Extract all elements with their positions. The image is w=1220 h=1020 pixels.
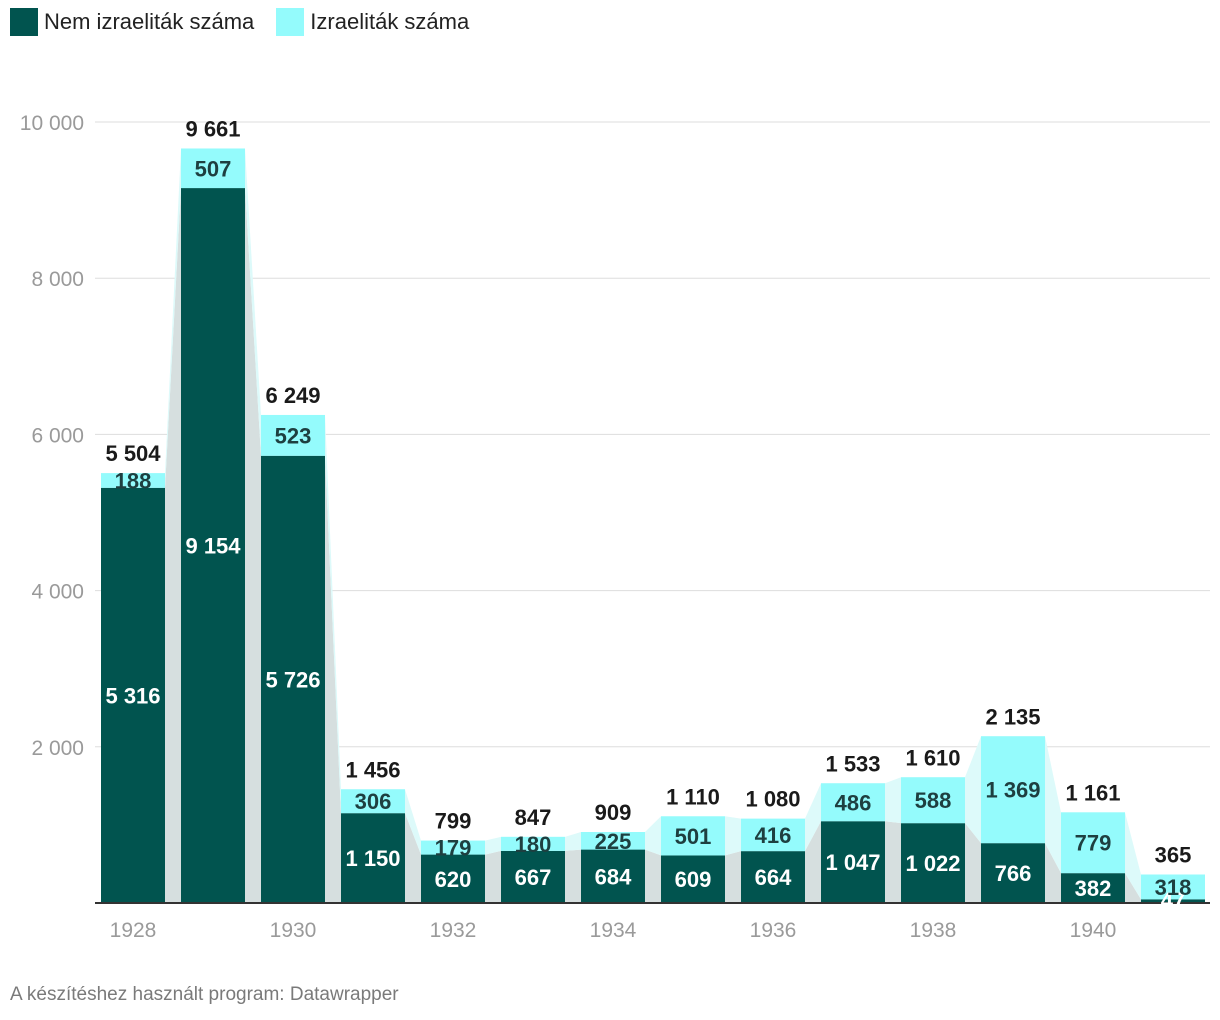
data-label-non-israelites: 620 xyxy=(435,867,472,892)
y-tick-label: 4 000 xyxy=(31,581,84,604)
data-label-non-israelites: 1 150 xyxy=(345,846,400,871)
bar-non-israelites-1930 xyxy=(261,455,325,903)
data-label-total: 1 080 xyxy=(745,787,800,812)
x-tick-label: 1936 xyxy=(750,919,797,942)
bar-non-israelites-1938 xyxy=(901,823,965,903)
data-label-non-israelites: 1 047 xyxy=(825,850,880,875)
data-label-total: 9 661 xyxy=(185,116,240,141)
bar-israelites-1939 xyxy=(981,736,1045,844)
data-label-non-israelites: 47 xyxy=(1161,888,1185,913)
bar-israelites-1938 xyxy=(901,777,965,824)
bar-israelites-1935 xyxy=(661,816,725,856)
data-label-israelites: 306 xyxy=(355,789,392,814)
bar-israelites-1932 xyxy=(421,840,485,855)
data-label-non-israelites: 5 316 xyxy=(105,683,160,708)
legend-item-israelites: Izraeliták száma xyxy=(276,8,469,36)
y-tick-label: 2 000 xyxy=(31,737,84,760)
data-label-total: 5 504 xyxy=(105,441,161,466)
data-label-israelites: 179 xyxy=(435,836,472,861)
y-tick-label: 6 000 xyxy=(31,424,84,447)
bar-non-israelites-1936 xyxy=(741,851,805,903)
data-label-non-israelites: 684 xyxy=(595,864,632,889)
data-label-total: 365 xyxy=(1155,842,1192,867)
data-label-non-israelites: 382 xyxy=(1075,876,1112,901)
data-label-total: 6 249 xyxy=(265,383,320,408)
bar-israelites-1929 xyxy=(181,148,245,189)
bar-israelites-1937 xyxy=(821,783,885,822)
x-tick-label: 1934 xyxy=(590,919,637,942)
data-label-israelites: 501 xyxy=(675,824,712,849)
bar-israelites-1934 xyxy=(581,832,645,850)
bar-israelites-1936 xyxy=(741,818,805,852)
data-label-israelites: 588 xyxy=(915,788,952,813)
data-label-non-israelites: 766 xyxy=(995,861,1032,886)
bar-non-israelites-1941 xyxy=(1141,899,1205,903)
data-label-israelites: 416 xyxy=(755,823,792,848)
data-label-total: 1 456 xyxy=(345,757,400,782)
data-label-non-israelites: 609 xyxy=(675,867,712,892)
y-tick-label: 10 000 xyxy=(20,112,84,135)
data-label-total: 847 xyxy=(515,805,552,830)
data-label-non-israelites: 9 154 xyxy=(185,534,241,559)
data-label-total: 1 610 xyxy=(905,745,960,770)
data-label-israelites: 507 xyxy=(195,156,232,181)
bar-non-israelites-1932 xyxy=(421,854,485,903)
bar-israelites-1928 xyxy=(101,473,165,488)
bar-israelites-1930 xyxy=(261,414,325,456)
bar-israelites-1933 xyxy=(501,836,565,851)
x-tick-label: 1930 xyxy=(270,919,317,942)
data-label-israelites: 486 xyxy=(835,790,872,815)
bar-israelites-1940 xyxy=(1061,812,1125,874)
bar-non-israelites-1939 xyxy=(981,843,1045,903)
bar-israelites-1931 xyxy=(341,789,405,814)
bar-non-israelites-1929 xyxy=(181,188,245,903)
data-label-non-israelites: 667 xyxy=(515,865,552,890)
bar-israelites-1941 xyxy=(1141,874,1205,900)
data-label-israelites: 1 369 xyxy=(985,778,1040,803)
bar-non-israelites-1937 xyxy=(821,821,885,903)
data-label-israelites: 523 xyxy=(275,423,312,448)
legend-label-israelites: Izraeliták száma xyxy=(310,9,470,34)
bar-non-israelites-1931 xyxy=(341,813,405,903)
data-label-israelites: 188 xyxy=(115,468,152,493)
data-label-total: 1 110 xyxy=(666,784,720,809)
data-label-israelites: 180 xyxy=(515,832,552,857)
legend-swatch-israelites xyxy=(276,8,305,36)
data-label-non-israelites: 1 022 xyxy=(905,851,960,876)
x-tick-label: 1932 xyxy=(430,919,477,942)
data-label-total: 1 161 xyxy=(1065,780,1120,805)
legend-swatch-non-israelites xyxy=(10,8,38,36)
y-tick-label: 8 000 xyxy=(31,268,84,291)
data-label-total: 909 xyxy=(595,800,632,825)
data-label-israelites: 318 xyxy=(1155,875,1192,900)
bar-non-israelites-1934 xyxy=(581,849,645,903)
data-label-total: 799 xyxy=(435,809,472,834)
footer-credit: A készítéshez használt program: Datawrap… xyxy=(10,984,399,1005)
data-label-non-israelites: 664 xyxy=(755,865,792,890)
bar-non-israelites-1935 xyxy=(661,855,725,903)
data-label-total: 2 135 xyxy=(985,704,1040,729)
bar-non-israelites-1928 xyxy=(101,487,165,903)
x-tick-label: 1938 xyxy=(910,919,957,942)
legend: Nem izraeliták száma Izraeliták száma xyxy=(10,8,469,36)
data-label-non-israelites: 5 726 xyxy=(265,667,320,692)
bar-non-israelites-1933 xyxy=(501,850,565,903)
bar-non-israelites-1940 xyxy=(1061,873,1125,903)
legend-item-non-israelites: Nem izraeliták száma xyxy=(10,8,254,36)
x-tick-label: 1940 xyxy=(1070,919,1117,942)
data-label-israelites: 225 xyxy=(595,829,632,854)
legend-label-non-israelites: Nem izraeliták száma xyxy=(44,9,255,34)
data-label-total: 1 533 xyxy=(825,751,880,776)
x-tick-label: 1928 xyxy=(110,919,157,942)
data-label-israelites: 779 xyxy=(1075,831,1112,856)
